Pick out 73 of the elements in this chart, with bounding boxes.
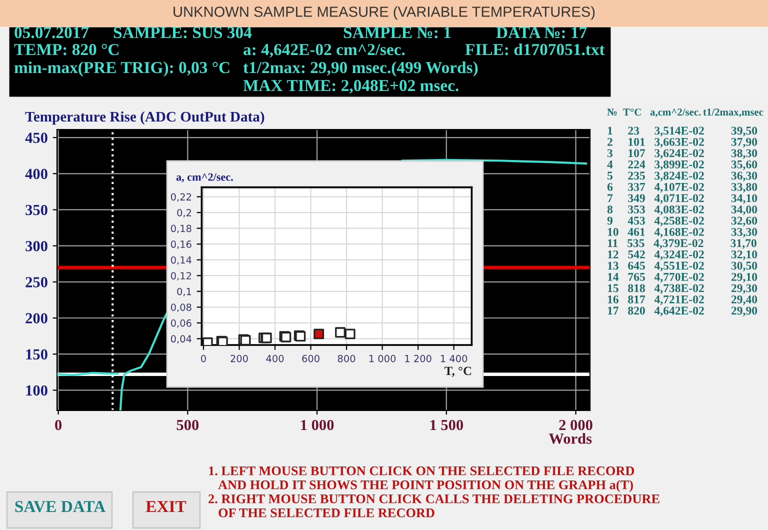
text: OF THE SELECTED FILE RECORD xyxy=(218,508,434,518)
chart-title: Temperature Rise (ADC OutPut Data) xyxy=(25,111,264,125)
text: FILE: d1707051.txt xyxy=(465,43,605,56)
x-tick-label: 0 xyxy=(201,354,206,362)
category-label: a,cm^2/sec. xyxy=(650,108,701,118)
x-tick-label: 1 000 xyxy=(369,354,396,362)
text: EXIT xyxy=(146,501,186,512)
text: min-max(PRE TRIG): 0,03 °C xyxy=(14,61,230,77)
text: 2 101 3,663E-02 37,90 xyxy=(607,138,758,148)
x-tick-label: 0 xyxy=(55,420,62,430)
text: SAVE DATA xyxy=(15,500,106,512)
x-tick-label: 1 000 xyxy=(301,420,334,430)
text: 1. LEFT MOUSE BUTTON CLICK ON THE SELECTED FILE RECORD xyxy=(209,466,634,476)
text: 2. RIGHT MOUSE BUTTON CLICK CALLS THE DELETING PROCEDURE xyxy=(208,494,660,504)
y-tick-label: 150 xyxy=(26,349,48,360)
text: 5 235 3,824E-02 36,30 xyxy=(607,172,758,182)
text: TEMP: 820 °C xyxy=(14,44,118,56)
text: 16 817 4,721E-02 29,40 xyxy=(608,295,758,306)
text: 15 818 4,738E-02 29,30 xyxy=(608,284,758,294)
text: SAMPLE №: 1 xyxy=(344,26,451,38)
y-tick-label: 0,08 xyxy=(170,304,192,312)
y-tick-label: 250 xyxy=(26,277,48,288)
text: MAX TIME: 2,048E+02 msec. xyxy=(243,80,458,94)
y-tick-label: 0,04 xyxy=(170,335,192,344)
y-tick-label: 350 xyxy=(26,204,48,216)
y-tick-label: 0,18 xyxy=(170,224,192,234)
x-axis-title: Words xyxy=(548,433,592,444)
x-tick-label: 500 xyxy=(176,420,199,430)
text: UNKNOWN SAMPLE MEASURE (VARIABLE TEMPERATURES) xyxy=(174,6,595,20)
y-tick-label: 200 xyxy=(26,313,48,324)
x-tick-label: 200 xyxy=(230,354,248,362)
text: 7 349 4,071E-02 34,10 xyxy=(608,194,758,204)
y-tick-label: 100 xyxy=(26,385,48,396)
text: 8 353 4,083E-02 34,00 xyxy=(607,205,758,216)
x-tick-label: 1 500 xyxy=(430,420,464,430)
category-label: № xyxy=(607,108,617,116)
x-tick-label: 400 xyxy=(266,354,284,362)
y-tick-label: 0,22 xyxy=(170,193,192,202)
text: 17 820 4,642E-02 29,90 xyxy=(608,306,758,316)
x-axis-title: T, °C xyxy=(444,366,472,377)
text: 6 337 4,107E-02 33,80 xyxy=(607,182,758,193)
text: t1/2max: 29,90 msec.(499 Words) xyxy=(243,61,478,77)
y-tick-label: 0,12 xyxy=(170,272,192,280)
text: 12 542 4,324E-02 32,10 xyxy=(608,250,758,260)
x-tick-label: 1 200 xyxy=(405,354,432,362)
category-label: t1/2max,msec xyxy=(703,108,764,118)
y-tick-label: 300 xyxy=(26,240,48,252)
y-tick-label: 0,06 xyxy=(170,319,192,328)
y-tick-label: 450 xyxy=(25,132,48,143)
y-tick-label: 0,16 xyxy=(170,240,192,249)
text: 11 535 4,379E-02 31,70 xyxy=(608,239,756,249)
text: 9 453 4,258E-02 32,60 xyxy=(607,216,758,226)
y-tick-label: 0,2 xyxy=(177,209,192,218)
text: SAMPLE: SUS 304 xyxy=(114,26,252,38)
text: 05.07.2017 xyxy=(14,26,89,38)
text: 10 461 4,168E-02 33,30 xyxy=(608,228,758,238)
text: DATA №: 17 xyxy=(496,27,587,38)
text: AND HOLD IT SHOWS THE POINT POSITION ON THE GRAPH a(T) xyxy=(218,480,633,492)
text: 1 23 3,514E-02 39,50 xyxy=(608,126,758,136)
text: 13 645 4,551E-02 30,50 xyxy=(608,262,758,272)
text: 4 224 3,899E-02 35,60 xyxy=(607,160,758,170)
y-tick-label: 0,14 xyxy=(170,256,192,265)
x-tick-label: 800 xyxy=(338,354,356,362)
category-label: T°C xyxy=(623,108,641,116)
y-axis-title: a, cm^2/sec. xyxy=(176,173,233,182)
x-tick-label: 1 400 xyxy=(440,354,468,362)
x-tick-label: 600 xyxy=(302,354,320,362)
y-tick-label: 400 xyxy=(25,168,48,180)
y-tick-label: 0,1 xyxy=(177,288,192,296)
text: 14 765 4,770E-02 29,10 xyxy=(608,272,758,283)
x-tick-label: 2 000 xyxy=(559,420,592,430)
text: a: 4,642E-02 cm^2/sec. xyxy=(244,44,405,58)
text: 3 107 3,624E-02 38,30 xyxy=(607,149,758,159)
